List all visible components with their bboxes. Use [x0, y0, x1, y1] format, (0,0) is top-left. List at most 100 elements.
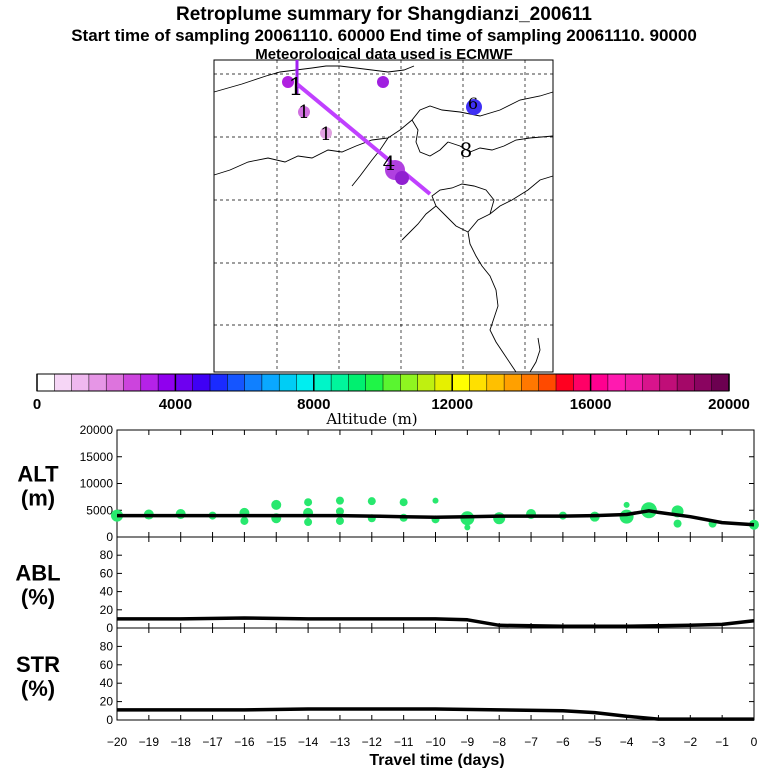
altitude-scatter-point — [464, 524, 471, 531]
series-line-str — [117, 707, 754, 721]
y-tick-label: 5000 — [86, 503, 113, 517]
x-tick-label: −16 — [234, 735, 255, 749]
x-tick-label: −13 — [330, 735, 351, 749]
colorbar-swatch — [88, 373, 107, 392]
colorbar-swatch — [36, 373, 55, 392]
colorbar-swatch — [123, 373, 142, 392]
chart-title: Retroplume summary for Shangdianzi_20061… — [175, 4, 593, 25]
x-tick-label: −20 — [107, 735, 128, 749]
y-tick-label: 80 — [100, 548, 114, 562]
colorbar-tick-label: 16000 — [570, 396, 612, 413]
x-tick-label: −17 — [202, 735, 223, 749]
panel-ylabel-unit: (m) — [21, 486, 55, 511]
x-tick-label: −8 — [492, 735, 506, 749]
panel-frame — [116, 627, 755, 721]
colorbar-tick-label: 8000 — [297, 396, 330, 413]
y-tick-label: 60 — [100, 658, 114, 672]
panel-frame — [116, 536, 755, 629]
colorbar-swatch — [330, 373, 349, 392]
colorbar-swatch — [659, 373, 678, 392]
x-tick-label: −15 — [266, 735, 287, 749]
colorbar-swatch — [624, 373, 644, 392]
colorbar-swatch — [261, 373, 280, 392]
colorbar-swatch — [54, 373, 73, 392]
colorbar-swatch — [348, 373, 367, 392]
x-tick-label: −3 — [652, 735, 666, 749]
y-tick-label: 10000 — [80, 477, 114, 491]
map-day-label: 1 — [288, 73, 303, 101]
colorbar-tick-label: 4000 — [159, 396, 192, 413]
colorbar-swatch — [192, 373, 211, 392]
colorbar-swatch — [607, 373, 626, 392]
altitude-scatter-point — [493, 512, 506, 525]
panel-ylabel: STR — [16, 652, 60, 677]
altitude-scatter-point — [304, 518, 313, 527]
map-gridlines — [214, 60, 553, 372]
colorbar-swatch — [365, 373, 384, 392]
plume-blob — [282, 76, 294, 88]
x-axis-label: Travel time (days) — [369, 752, 504, 768]
colorbar-swatch — [486, 373, 505, 392]
colorbar-swatch — [296, 373, 315, 392]
plume-blob — [298, 106, 310, 118]
map-day-label: 1 — [298, 102, 309, 123]
map-day-label: 6 — [468, 94, 478, 113]
x-tick-label: −19 — [139, 735, 160, 749]
y-tick-label: 0 — [106, 621, 113, 635]
y-tick-label: 0 — [106, 530, 113, 544]
altitude-scatter-point — [399, 498, 408, 507]
y-tick-label: 40 — [100, 676, 114, 690]
y-tick-label: 20 — [100, 695, 114, 709]
x-tick-label: −18 — [171, 735, 192, 749]
colorbar-swatch — [642, 373, 661, 392]
x-tick-label: −1 — [715, 735, 729, 749]
colorbar-swatch — [278, 373, 298, 392]
map-day-label: 4 — [383, 151, 396, 175]
panel-ylabel-unit: (%) — [21, 585, 55, 610]
colorbar-swatch — [503, 373, 522, 392]
map-day-label: 8 — [460, 138, 473, 162]
altitude-scatter-point — [673, 519, 682, 528]
y-tick-label: 15000 — [80, 450, 114, 464]
panel-ylabel-unit: (%) — [21, 676, 55, 701]
colorbar-swatch — [590, 373, 609, 392]
x-tick-label: −14 — [298, 735, 319, 749]
altitude-scatter-point — [304, 498, 313, 507]
panel-ylabel: ABL — [15, 561, 60, 586]
x-tick-label: −2 — [683, 735, 697, 749]
time-series-panels: 05000100001500020000ALT(m)020406080ABL(%… — [15, 423, 759, 749]
x-tick-label: −6 — [556, 735, 570, 749]
map-borders — [213, 65, 554, 373]
panel-alt: 0 5000 10000 15000 20000 ALT(m) — [17, 423, 759, 544]
x-tick-label: −12 — [362, 735, 383, 749]
y-tick-label: 60 — [100, 566, 114, 580]
x-tick-label: 0 — [751, 735, 758, 749]
y-tick-label: 20 — [100, 603, 114, 617]
altitude-scatter-point — [240, 516, 249, 525]
plume-blob — [377, 76, 389, 88]
colorbar-swatch — [694, 373, 713, 392]
panel-ylabel: ALT — [17, 462, 59, 487]
colorbar-swatch — [209, 373, 228, 392]
colorbar-swatch — [105, 373, 125, 392]
y-tick-label: 80 — [100, 639, 114, 653]
x-tick-label: −11 — [394, 735, 414, 749]
panel-str: 0 20 40 60 80 STR(%) — [16, 627, 755, 727]
map-frame — [213, 59, 554, 373]
colorbar-swatch — [175, 373, 194, 392]
colorbar-swatch — [71, 373, 90, 392]
plume-blob — [466, 99, 482, 115]
x-tick-label: −4 — [620, 735, 634, 749]
plume-blob — [320, 127, 332, 139]
panel-abl: 0 20 40 60 80 ABL(%) — [15, 536, 755, 635]
series-line-abl — [117, 616, 755, 628]
colorbar-tick-label: 20000 — [708, 396, 750, 413]
y-tick-label: 40 — [100, 585, 114, 599]
colorbar-swatch — [382, 373, 401, 392]
colorbar-swatch — [227, 373, 246, 392]
colorbar-swatch — [417, 373, 436, 392]
colorbar-swatch — [573, 373, 592, 392]
